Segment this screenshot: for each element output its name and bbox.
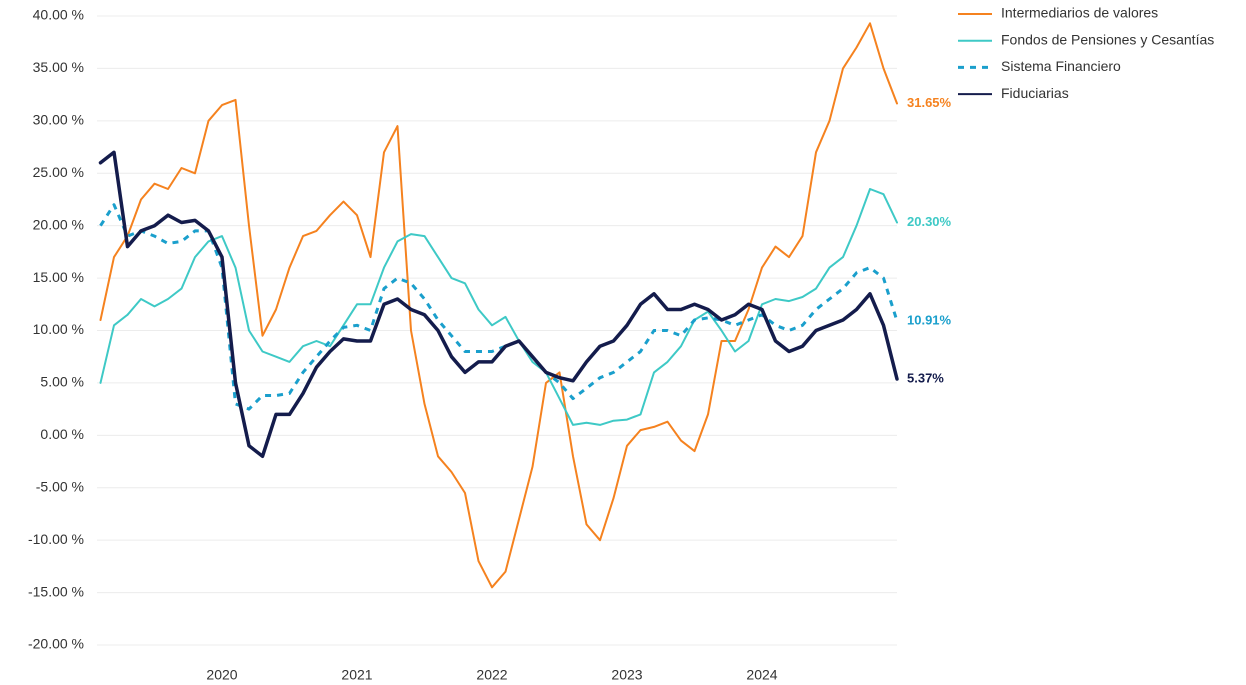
y-tick-label: 20.00 % [33, 216, 84, 232]
y-tick-label: -10.00 % [28, 531, 84, 547]
x-tick-label: 2024 [746, 667, 777, 683]
y-tick-label: 40.00 % [33, 7, 84, 23]
series-line [98, 150, 899, 459]
y-tick-label: 15.00 % [33, 269, 84, 285]
x-tick-label: 2020 [206, 667, 237, 683]
y-tick-label: -5.00 % [36, 478, 84, 494]
x-tick-label: 2023 [611, 667, 642, 683]
y-tick-label: 35.00 % [33, 59, 84, 75]
y-tick-label: 25.00 % [33, 164, 84, 180]
end-label: 20.30% [907, 214, 952, 229]
y-tick-label: -20.00 % [28, 636, 84, 652]
legend-label: Intermediarios de valores [1001, 5, 1158, 21]
legend-item: Fiduciarias [958, 85, 1069, 101]
legend-item: Sistema Financiero [958, 58, 1121, 74]
end-label: 10.91% [907, 312, 952, 327]
x-tick-label: 2022 [476, 667, 507, 683]
y-tick-label: 30.00 % [33, 112, 84, 128]
legend-label: Fiduciarias [1001, 85, 1069, 101]
y-tick-label: -15.00 % [28, 583, 84, 599]
series-line [99, 203, 899, 411]
y-tick-label: 0.00 % [40, 426, 84, 442]
series-line [99, 22, 898, 589]
series-line [99, 188, 898, 426]
y-tick-label: 10.00 % [33, 321, 84, 337]
legend-label: Fondos de Pensiones y Cesantías [1001, 31, 1214, 47]
end-label: 5.37% [907, 370, 944, 385]
y-tick-label: 5.00 % [40, 374, 84, 390]
legend-label: Sistema Financiero [1001, 58, 1121, 74]
x-tick-label: 2021 [341, 667, 372, 683]
legend-item: Fondos de Pensiones y Cesantías [958, 31, 1214, 47]
end-label: 31.65% [907, 95, 952, 110]
legend-item: Intermediarios de valores [958, 5, 1158, 21]
